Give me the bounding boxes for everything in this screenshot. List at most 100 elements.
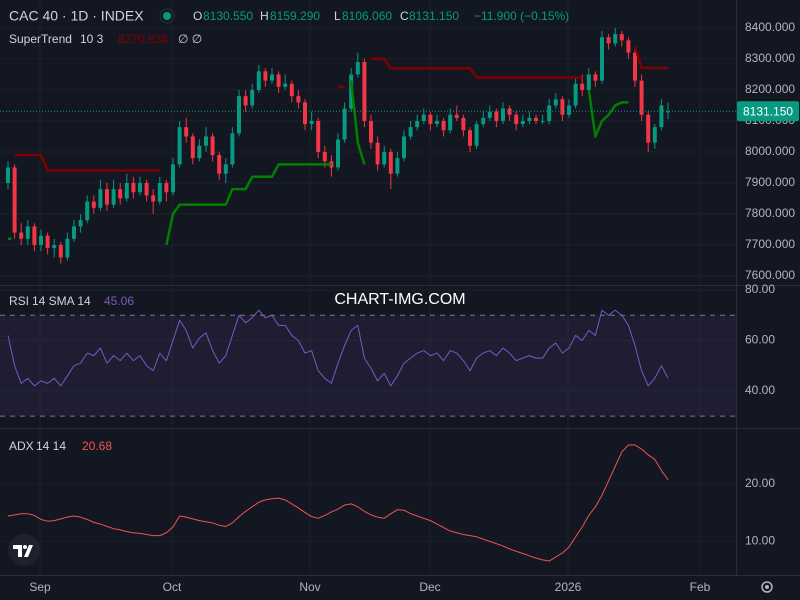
- candle-body: [415, 120, 420, 128]
- candle-body: [72, 226, 76, 239]
- candle-body: [184, 127, 189, 137]
- candle-body: [237, 96, 241, 134]
- candle-body: [58, 244, 63, 258]
- candle-body: [600, 37, 604, 81]
- candle-body: [210, 136, 215, 156]
- candle-body: [105, 189, 109, 205]
- candle-body: [560, 99, 565, 115]
- x-tick-label: Feb: [690, 580, 711, 594]
- y-tick-label: 8300.000: [745, 51, 795, 65]
- candle-body: [303, 102, 307, 125]
- candle-body: [85, 201, 90, 221]
- candle-body: [217, 155, 222, 174]
- watermark: CHART-IMG.COM: [334, 291, 465, 308]
- candle-body: [138, 182, 142, 193]
- y-tick-label: 80.00: [745, 282, 775, 296]
- candle-body: [481, 117, 486, 125]
- candle-body: [613, 34, 618, 44]
- candle-body: [270, 74, 274, 81]
- ohlc-label: L: [334, 9, 341, 23]
- candle-body: [296, 96, 301, 103]
- logo: [8, 534, 40, 566]
- candle-body: [283, 83, 288, 87]
- candle-body: [164, 182, 169, 193]
- candle-body: [593, 74, 598, 81]
- change: −11.900 (−0.15%): [474, 9, 569, 23]
- y-tick-label: 7900.000: [745, 175, 795, 189]
- candle-body: [19, 232, 24, 239]
- candle-body: [606, 37, 611, 44]
- candle-body: [336, 139, 340, 168]
- candle-body: [626, 40, 631, 53]
- indicator-line: [7, 309, 669, 387]
- candle-body: [223, 164, 228, 174]
- last-price-label: 8131.150: [743, 104, 793, 118]
- candle-body: [553, 99, 558, 106]
- ohlc-label: O: [193, 9, 202, 23]
- indicator-value: 8270.938: [118, 32, 168, 46]
- candle-body: [256, 71, 261, 90]
- candle-body: [540, 120, 545, 122]
- x-tick-label: Oct: [163, 580, 182, 594]
- candle-body: [421, 114, 426, 121]
- candle-body: [25, 226, 30, 239]
- candle-body: [652, 127, 657, 143]
- candle-body: [289, 83, 294, 97]
- candle-body: [487, 111, 492, 118]
- candle-body: [408, 127, 413, 137]
- y-tick-label: 10.00: [745, 534, 775, 548]
- indicator-params: 10 3: [80, 32, 104, 46]
- candle-body: [263, 71, 268, 81]
- candle-body: [230, 133, 235, 165]
- candle-body: [382, 151, 387, 165]
- candle-body: [428, 114, 433, 125]
- candle-body: [507, 108, 512, 115]
- y-tick-label: 7800.000: [745, 206, 795, 220]
- indicator-line: [7, 444, 669, 562]
- indicator-value: 45.06: [104, 294, 134, 308]
- ohlc-value: 8159.290: [270, 9, 320, 23]
- plot: [0, 27, 736, 562]
- candle-body: [355, 62, 360, 75]
- candle-body: [45, 235, 50, 249]
- candle-body: [111, 189, 116, 205]
- candle-body: [494, 111, 499, 121]
- candle-body: [395, 158, 400, 174]
- candle-body: [276, 74, 281, 87]
- candle-body: [362, 62, 367, 121]
- candle-body: [204, 136, 208, 146]
- candle-body: [520, 120, 525, 125]
- ohlc-value: 8131.150: [409, 9, 459, 23]
- candle-body: [441, 120, 446, 131]
- candle-body: [580, 83, 585, 90]
- x-tick-label: Sep: [29, 580, 51, 594]
- ohlc-label: C: [400, 9, 409, 23]
- settings-icon[interactable]: [761, 581, 773, 593]
- candle-body: [448, 114, 453, 131]
- candle-body: [666, 111, 670, 113]
- candle-body: [316, 120, 321, 152]
- y-tick-label: 8400.000: [745, 20, 795, 34]
- candle-body: [197, 145, 202, 159]
- candle-body: [527, 117, 532, 121]
- candle-body: [639, 80, 644, 115]
- x-tick-label: Nov: [299, 580, 320, 594]
- candle-body: [250, 89, 255, 106]
- y-tick-label: 8000.000: [745, 144, 795, 158]
- candle-body: [619, 34, 624, 41]
- candle-body: [468, 130, 472, 146]
- indicator-value: 20.68: [82, 439, 112, 453]
- candle-body: [547, 105, 552, 121]
- y-tick-label: 40.00: [745, 383, 775, 397]
- y-tick-label: 7700.000: [745, 237, 795, 251]
- candle-body: [342, 108, 347, 140]
- indicator-params: 14 14: [36, 439, 66, 453]
- indicator-name: ADX: [9, 439, 34, 453]
- candle-body: [369, 120, 373, 143]
- indicator-name: RSI: [9, 294, 29, 308]
- candle-body: [151, 195, 156, 202]
- candle-body: [514, 114, 519, 125]
- indicator-flags: ∅ ∅: [178, 32, 202, 46]
- candle-body: [171, 164, 175, 193]
